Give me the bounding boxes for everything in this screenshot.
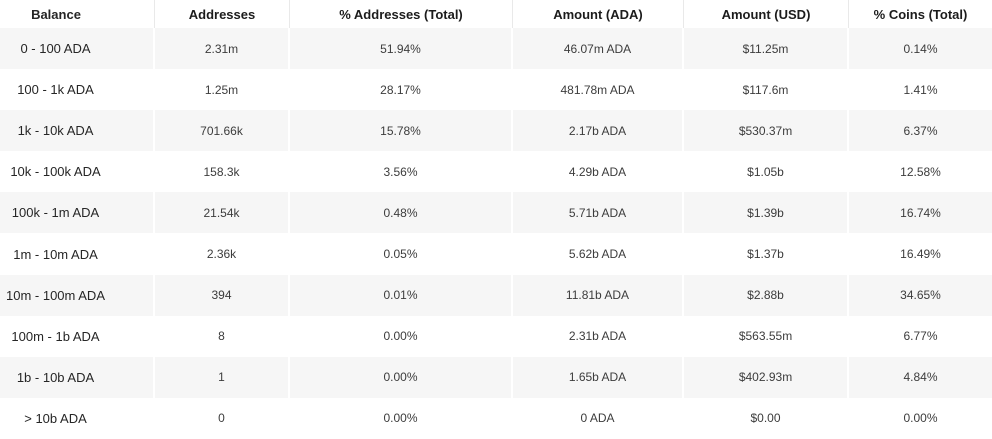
value-cell: 5.71b ADA [513, 192, 684, 234]
value-cell: 2.36k [155, 233, 290, 275]
table-body: 0 - 100 ADA 2.31m 51.94% 46.07m ADA $11.25m 0… [0, 28, 992, 439]
value-cell: $1.05b [684, 151, 849, 193]
value-cell: 1 [155, 356, 290, 398]
column-header-amount-usd: Amount (USD) [684, 0, 849, 28]
column-header-amount-ada: Amount (ADA) [513, 0, 684, 28]
value-cell: $1.39b [684, 192, 849, 234]
balance-range-cell: 100m - 1b ADA [0, 315, 155, 357]
table-row: 10k - 100k ADA 158.3k 3.56% 4.29b ADA $1.05b… [0, 151, 992, 193]
value-cell: $402.93m [684, 356, 849, 398]
value-cell: $11.25m [684, 28, 849, 70]
value-cell: $0.00 [684, 397, 849, 439]
balance-range-cell: 100k - 1m ADA [0, 192, 155, 234]
value-cell: $1.37b [684, 233, 849, 275]
value-cell: 158.3k [155, 151, 290, 193]
balance-range-cell: 1b - 10b ADA [0, 356, 155, 398]
value-cell: 0.00% [903, 411, 938, 426]
value-cell: 481.78m ADA [513, 69, 684, 111]
value-cell: 701.66k [155, 110, 290, 152]
balance-range-cell: 10m - 100m ADA [0, 274, 155, 316]
table-row: 10m - 100m ADA 394 0.01% 11.81b ADA $2.88b 34… [0, 274, 992, 316]
value-cell: 1.25m [155, 69, 290, 111]
value-cell: 0.48% [290, 192, 513, 234]
balance-range-cell: 10k - 100k ADA [0, 151, 155, 193]
value-cell: 0 ADA [513, 397, 684, 439]
value-cell: 8 [155, 315, 290, 357]
column-header-coins-total: % Coins (Total) [873, 6, 968, 22]
value-cell: 0.01% [290, 274, 513, 316]
value-cell: 15.78% [290, 110, 513, 152]
value-cell: $117.6m [684, 69, 849, 111]
value-cell: 21.54k [155, 192, 290, 234]
balance-range-cell: 1k - 10k ADA [0, 110, 155, 152]
balance-range-cell: 0 - 100 ADA [0, 28, 155, 70]
value-cell: 34.65% [849, 274, 992, 316]
value-cell: 51.94% [290, 28, 513, 70]
value-cell: 0.00% [290, 356, 513, 398]
column-header-addresses: Addresses [155, 0, 290, 28]
value-cell: $2.88b [684, 274, 849, 316]
table-row: 0 - 100 ADA 2.31m 51.94% 46.07m ADA $11.25m 0… [0, 28, 992, 70]
value-cell: 394 [155, 274, 290, 316]
value-cell: 3.56% [290, 151, 513, 193]
value-cell: 28.17% [290, 69, 513, 111]
value-cell: 2.31m [155, 28, 290, 70]
value-cell: 4.29b ADA [513, 151, 684, 193]
value-cell: 6.77% [903, 329, 938, 344]
column-header-addresses-total: % Addresses (Total) [290, 0, 513, 28]
table-row: 1b - 10b ADA 1 0.00% 1.65b ADA $402.93m 4.84% [0, 356, 992, 398]
value-cell: 11.81b ADA [513, 274, 684, 316]
value-cell: 0.00% [290, 315, 513, 357]
table-row: > 10b ADA 0 0.00% 0 ADA $0.00 0.00% [0, 397, 992, 439]
value-cell: $530.37m [684, 110, 849, 152]
table-header-row: Balance Addresses% Addresses (Total) Amoun… [0, 0, 992, 28]
value-cell: 2.31b ADA [513, 315, 684, 357]
value-cell: 12.58% [900, 164, 941, 179]
balance-range-cell: > 10b ADA [0, 397, 155, 439]
value-cell: 5.62b ADA [513, 233, 684, 275]
value-cell: 4.84% [849, 356, 992, 398]
value-cell: 1.41% [903, 82, 938, 97]
value-cell: 0.05% [290, 233, 513, 275]
value-cell: 1.65b ADA [513, 356, 684, 398]
value-cell: 6.37% [849, 110, 992, 152]
balance-range-cell: 1m - 10m ADA [0, 233, 155, 275]
table-row: 1k - 10k ADA 701.66k 15.78% 2.17b ADA $530.3… [0, 110, 992, 152]
value-cell: 0 [155, 397, 290, 439]
value-cell: $563.55m [684, 315, 849, 357]
balance-range-cell: 100 - 1k ADA [0, 69, 155, 111]
value-cell: 16.74% [849, 192, 992, 234]
value-cell: 2.17b ADA [513, 110, 684, 152]
table-row: 1m - 10m ADA 2.36k 0.05% 5.62b ADA $1.37b 16.… [0, 233, 992, 275]
value-cell: 16.49% [900, 247, 941, 262]
table-row: 100m - 1b ADA 8 0.00% 2.31b ADA $563.55m 6.77… [0, 315, 992, 357]
value-cell: 0.00% [290, 397, 513, 439]
value-cell: 46.07m ADA [513, 28, 684, 70]
table-row: 100k - 1m ADA 21.54k 0.48% 5.71b ADA $1.39b 1… [0, 192, 992, 234]
column-header-balance: Balance [0, 0, 155, 28]
value-cell: 0.14% [849, 28, 992, 70]
table-row: 100 - 1k ADA 1.25m 28.17% 481.78m ADA $117.6… [0, 69, 992, 111]
